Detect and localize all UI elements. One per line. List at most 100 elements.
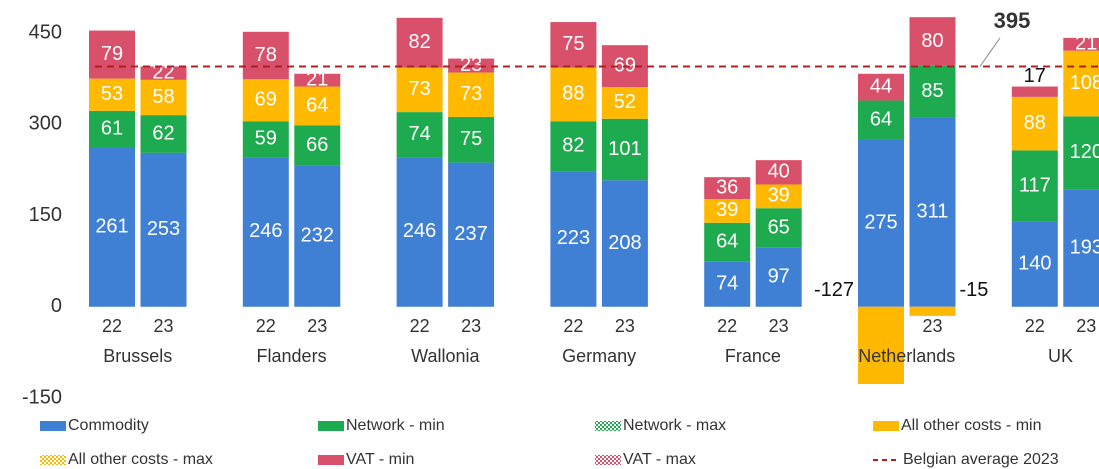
x-tick-label: 22 xyxy=(256,316,276,336)
data-label: 108 xyxy=(1070,72,1099,94)
data-label: 261 xyxy=(95,216,128,238)
bar-segment xyxy=(242,79,289,122)
bar-segment xyxy=(448,116,495,163)
y-tick-label: 0 xyxy=(51,295,62,317)
bar-segment xyxy=(1063,37,1099,51)
data-label: 101 xyxy=(608,138,641,160)
bar-segment xyxy=(909,17,956,66)
legend-swatch xyxy=(873,421,899,431)
data-label: 17 xyxy=(1024,65,1046,87)
data-label: 36 xyxy=(716,176,738,198)
data-label: 237 xyxy=(454,223,487,245)
data-label: 62 xyxy=(152,122,174,144)
x-tick-label: 23 xyxy=(461,316,481,336)
data-label: 23 xyxy=(460,54,482,76)
bar-segment xyxy=(1011,96,1058,151)
bar-segment xyxy=(704,199,751,223)
legend-swatch xyxy=(40,421,66,431)
data-label: 44 xyxy=(870,75,892,97)
bar-segment xyxy=(1063,50,1099,117)
group-label: Wallonia xyxy=(411,346,480,366)
data-label: 69 xyxy=(614,54,636,76)
data-label: 75 xyxy=(460,128,482,150)
data-label: 140 xyxy=(1018,252,1051,274)
bar-segment xyxy=(704,177,751,200)
data-label: 39 xyxy=(768,185,790,207)
bar-segment xyxy=(140,66,187,80)
legend-label: VAT - max xyxy=(623,451,696,468)
data-label: 65 xyxy=(768,216,790,238)
data-label: -15 xyxy=(960,279,989,301)
bar-segment xyxy=(396,112,443,158)
legend-swatch xyxy=(595,455,621,465)
x-tick-label: 22 xyxy=(410,316,430,336)
x-tick-label: 22 xyxy=(563,316,583,336)
bar-segment xyxy=(550,67,597,122)
data-label: 88 xyxy=(1024,112,1046,134)
legend-swatch xyxy=(40,455,66,465)
bar-segment xyxy=(909,117,956,307)
data-label: 74 xyxy=(716,273,738,295)
data-label: 82 xyxy=(408,31,430,53)
legend-swatch xyxy=(318,421,344,431)
legend-label: All other costs - min xyxy=(901,417,1041,434)
data-label: 232 xyxy=(301,224,334,246)
bar-segment xyxy=(755,208,802,248)
reference-leader xyxy=(979,37,1001,67)
data-label: 40 xyxy=(768,161,790,183)
group-label: Flanders xyxy=(257,346,327,366)
bar-segment xyxy=(89,147,135,307)
bar-segment xyxy=(294,125,341,166)
bar-segment xyxy=(89,30,135,79)
legend-label: All other costs - max xyxy=(68,451,213,468)
data-label: 311 xyxy=(917,200,949,222)
bar-segment xyxy=(858,139,904,307)
bar-segment xyxy=(1063,116,1099,190)
bar-segment xyxy=(396,67,443,113)
data-label: 52 xyxy=(614,91,636,113)
data-label: 193 xyxy=(1070,236,1099,258)
bar-segment xyxy=(89,110,135,148)
data-label: 64 xyxy=(306,94,328,116)
y-tick-label: 300 xyxy=(29,113,62,135)
bar-segment xyxy=(242,121,289,158)
data-label: 58 xyxy=(152,86,174,108)
data-label: 246 xyxy=(249,220,282,242)
bar-segment xyxy=(1011,150,1058,222)
bar-segment xyxy=(909,65,956,118)
data-label: 79 xyxy=(101,43,123,65)
data-label: 73 xyxy=(408,78,430,100)
x-tick-label: 23 xyxy=(615,316,635,336)
x-tick-label: 22 xyxy=(1025,316,1045,336)
data-label: 246 xyxy=(403,220,436,242)
x-tick-label: 23 xyxy=(1076,316,1096,336)
legend-label: Network - min xyxy=(346,417,445,434)
bar-segment xyxy=(550,171,597,307)
data-label: 120 xyxy=(1070,141,1099,163)
y-tick-label: -150 xyxy=(22,386,62,408)
y-tick-label: 150 xyxy=(29,204,62,226)
data-label: 53 xyxy=(101,83,123,105)
data-label: 97 xyxy=(768,266,790,288)
data-label: 22 xyxy=(152,61,174,83)
bar-segment xyxy=(704,222,751,262)
data-label: -127 xyxy=(814,279,854,301)
bar-segment xyxy=(294,86,341,126)
bar-segment xyxy=(140,115,187,153)
data-label: 73 xyxy=(460,83,482,105)
bar-segment xyxy=(858,100,904,140)
bar-segment xyxy=(1063,189,1099,307)
x-tick-label: 23 xyxy=(922,316,942,336)
bar-segment xyxy=(909,306,956,316)
x-tick-label: 23 xyxy=(153,316,173,336)
bar-segment xyxy=(448,72,495,117)
bar-segment xyxy=(396,157,443,307)
bar-segment xyxy=(601,87,648,119)
bar-segment xyxy=(858,73,904,101)
bar-segment xyxy=(89,78,135,111)
bar-segment xyxy=(1011,221,1058,307)
legend-swatch xyxy=(318,455,344,465)
bar-segment xyxy=(601,180,648,307)
data-label: 82 xyxy=(562,134,584,156)
data-label: 88 xyxy=(562,83,584,105)
